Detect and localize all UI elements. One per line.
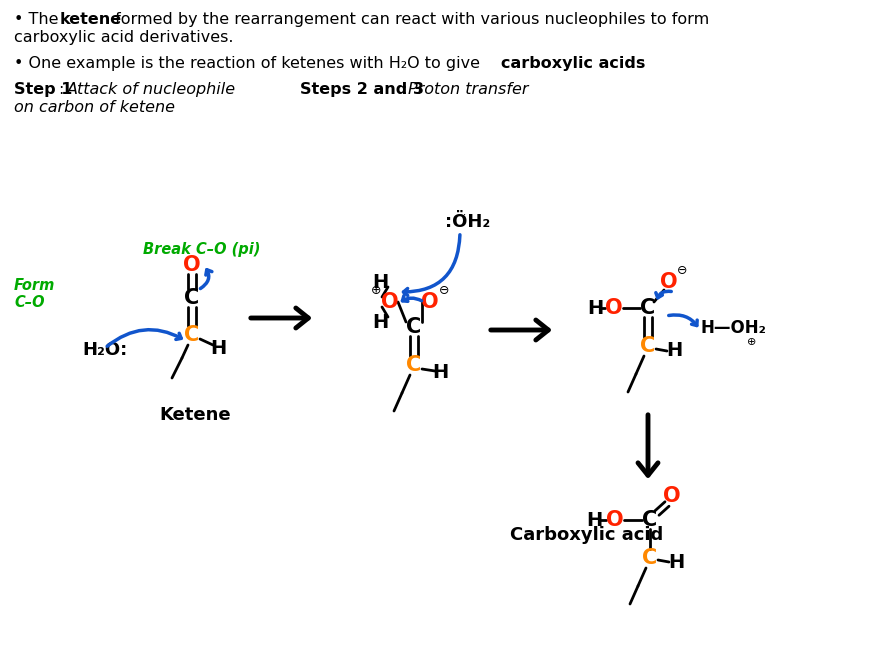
Text: Steps 2 and 3: Steps 2 and 3 [300, 82, 424, 97]
Text: ketene: ketene [60, 12, 122, 27]
Text: O: O [605, 298, 623, 318]
Text: H: H [372, 313, 388, 332]
Text: O: O [381, 292, 399, 312]
Text: carboxylic acids: carboxylic acids [501, 56, 646, 71]
Text: on carbon of ketene: on carbon of ketene [14, 100, 175, 115]
Text: Carboxylic acid: Carboxylic acid [510, 526, 663, 544]
Text: C: C [640, 336, 655, 356]
Text: Attack of nucleophile: Attack of nucleophile [67, 82, 237, 97]
Text: C: C [406, 317, 421, 337]
Text: C: C [642, 548, 658, 568]
Text: C: C [184, 288, 200, 308]
Text: C: C [642, 510, 658, 530]
Text: Step 1: Step 1 [14, 82, 73, 97]
Text: O: O [183, 255, 201, 275]
Text: ‥: ‥ [458, 207, 466, 217]
Text: Form
C–O: Form C–O [14, 278, 55, 311]
Text: • The: • The [14, 12, 64, 27]
Text: ⊖: ⊖ [677, 264, 688, 277]
Text: carboxylic acid derivatives.: carboxylic acid derivatives. [14, 30, 234, 45]
Text: O: O [606, 510, 624, 530]
Text: H: H [432, 364, 449, 383]
Text: H: H [372, 273, 388, 292]
Text: ⊖: ⊖ [439, 283, 449, 296]
Text: H: H [586, 511, 602, 530]
Text: H: H [666, 341, 682, 360]
Text: ⊕: ⊕ [371, 283, 381, 296]
Text: • One example is the reaction of ketenes with H₂O to give: • One example is the reaction of ketenes… [14, 56, 485, 71]
Text: :: : [397, 82, 413, 97]
Text: H: H [210, 339, 226, 358]
Text: H: H [668, 553, 684, 572]
Text: C: C [640, 298, 655, 318]
Text: O: O [663, 486, 681, 506]
Text: Proton transfer: Proton transfer [408, 82, 528, 97]
Text: H₂O:: H₂O: [82, 341, 127, 359]
Text: C: C [184, 325, 200, 345]
Text: Ketene: Ketene [159, 406, 230, 424]
Text: formed by the rearrangement can react with various nucleophiles to form: formed by the rearrangement can react wi… [110, 12, 710, 27]
Text: Break C–O (pi): Break C–O (pi) [143, 242, 260, 257]
Text: ⊕: ⊕ [747, 337, 757, 347]
Text: :ÖH₂: :ÖH₂ [445, 213, 491, 231]
Text: :: : [59, 82, 69, 97]
Text: O: O [661, 272, 678, 292]
Text: H—OH₂: H—OH₂ [700, 319, 766, 337]
Text: H: H [587, 298, 603, 317]
Text: C: C [406, 355, 421, 375]
Text: O: O [421, 292, 439, 312]
